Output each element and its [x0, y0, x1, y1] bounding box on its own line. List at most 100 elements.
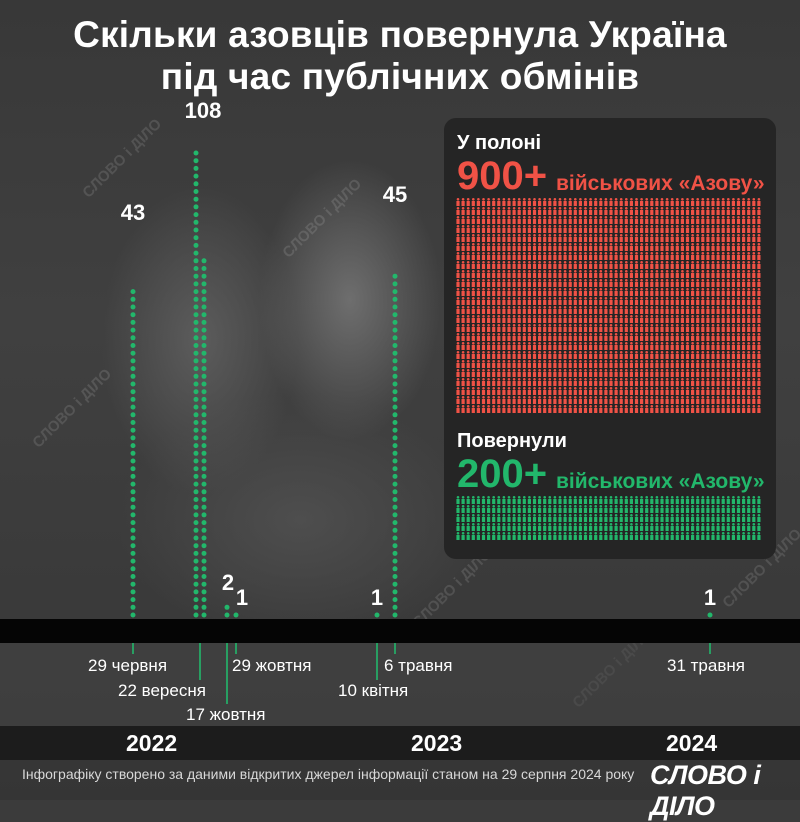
captive-person-icon	[732, 216, 735, 224]
returned-person-icon	[757, 514, 760, 522]
bar-2-dot	[202, 343, 207, 348]
captive-person-icon	[691, 216, 694, 224]
bar-6-dot	[393, 443, 398, 448]
captive-person-icon	[660, 234, 663, 242]
captive-person-icon	[722, 288, 725, 296]
captive-person-icon	[747, 342, 750, 350]
captive-person-icon	[620, 279, 623, 287]
captive-person-icon	[640, 288, 643, 296]
captive-person-icon	[589, 261, 592, 269]
returned-person-icon	[660, 496, 663, 504]
captive-person-icon	[523, 243, 526, 251]
captive-person-icon	[558, 396, 561, 404]
captive-person-icon	[686, 315, 689, 323]
bar-2-dot	[194, 335, 199, 340]
captive-person-icon	[681, 369, 684, 377]
captive-person-icon	[548, 234, 551, 242]
captive-person-icon	[706, 324, 709, 332]
captive-person-icon	[671, 297, 674, 305]
returned-person-icon	[492, 514, 495, 522]
captive-person-icon	[635, 396, 638, 404]
captive-person-icon	[538, 207, 541, 215]
captive-person-icon	[640, 216, 643, 224]
captive-person-icon	[615, 207, 618, 215]
captive-person-icon	[620, 306, 623, 314]
returned-person-icon	[472, 496, 475, 504]
captive-person-icon	[564, 225, 567, 233]
captive-person-icon	[594, 297, 597, 305]
returned-person-icon	[502, 523, 505, 531]
captive-person-icon	[492, 378, 495, 386]
captive-person-icon	[584, 396, 587, 404]
captive-person-icon	[564, 396, 567, 404]
bar-6-dot	[393, 543, 398, 548]
captive-person-icon	[599, 234, 602, 242]
captive-person-icon	[630, 279, 633, 287]
captive-person-icon	[696, 279, 699, 287]
captive-person-icon	[574, 315, 577, 323]
returned-person-icon	[727, 532, 730, 540]
captive-person-icon	[727, 360, 730, 368]
captive-person-icon	[625, 396, 628, 404]
captive-person-icon	[513, 252, 516, 260]
captive-person-icon	[487, 396, 490, 404]
captive-person-icon	[472, 342, 475, 350]
captive-person-icon	[487, 225, 490, 233]
returned-person-icon	[660, 532, 663, 540]
captive-person-icon	[528, 315, 531, 323]
captive-person-icon	[686, 252, 689, 260]
captive-person-icon	[671, 324, 674, 332]
captive-person-icon	[711, 234, 714, 242]
captive-person-icon	[757, 288, 760, 296]
captive-person-icon	[757, 369, 760, 377]
captive-person-icon	[569, 207, 572, 215]
captive-person-icon	[696, 387, 699, 395]
returned-person-icon	[645, 532, 648, 540]
captive-person-icon	[564, 378, 567, 386]
bar-2-dot	[194, 189, 199, 194]
returned-person-icon	[462, 523, 465, 531]
captive-person-icon	[599, 207, 602, 215]
captive-person-icon	[747, 396, 750, 404]
captive-person-icon	[609, 360, 612, 368]
bar-2-dot	[194, 374, 199, 379]
captive-person-icon	[584, 270, 587, 278]
captive-person-icon	[523, 234, 526, 242]
captive-person-icon	[467, 297, 470, 305]
returned-person-icon	[543, 496, 546, 504]
returned-person-icon	[640, 505, 643, 513]
captive-person-icon	[625, 315, 628, 323]
captive-person-icon	[722, 387, 725, 395]
captive-person-icon	[538, 252, 541, 260]
captive-person-icon	[518, 369, 521, 377]
captive-person-icon	[681, 297, 684, 305]
captive-person-icon	[655, 279, 658, 287]
bar-2-dot	[194, 605, 199, 610]
captive-person-icon	[609, 306, 612, 314]
captive-person-icon	[691, 369, 694, 377]
captive-person-icon	[706, 270, 709, 278]
returned-person-icon	[579, 496, 582, 504]
captive-person-icon	[518, 261, 521, 269]
returned-person-icon	[533, 496, 536, 504]
captive-person-icon	[574, 207, 577, 215]
captive-person-icon	[543, 378, 546, 386]
captive-person-icon	[691, 351, 694, 359]
date-label-2: 22 вересня	[118, 681, 206, 701]
captive-person-icon	[492, 315, 495, 323]
captive-person-icon	[681, 324, 684, 332]
captive-person-icon	[722, 333, 725, 341]
year-label-2022: 2022	[126, 730, 177, 757]
captive-person-icon	[686, 360, 689, 368]
captive-person-icon	[492, 216, 495, 224]
bar-4-dot	[234, 613, 239, 618]
captive-person-icon	[650, 405, 653, 413]
captive-person-icon	[574, 405, 577, 413]
captive-person-icon	[492, 288, 495, 296]
captive-person-icon	[513, 306, 516, 314]
returned-person-icon	[574, 505, 577, 513]
captive-person-icon	[579, 378, 582, 386]
captive-person-icon	[548, 315, 551, 323]
captive-person-icon	[625, 288, 628, 296]
returned-person-icon	[717, 532, 720, 540]
